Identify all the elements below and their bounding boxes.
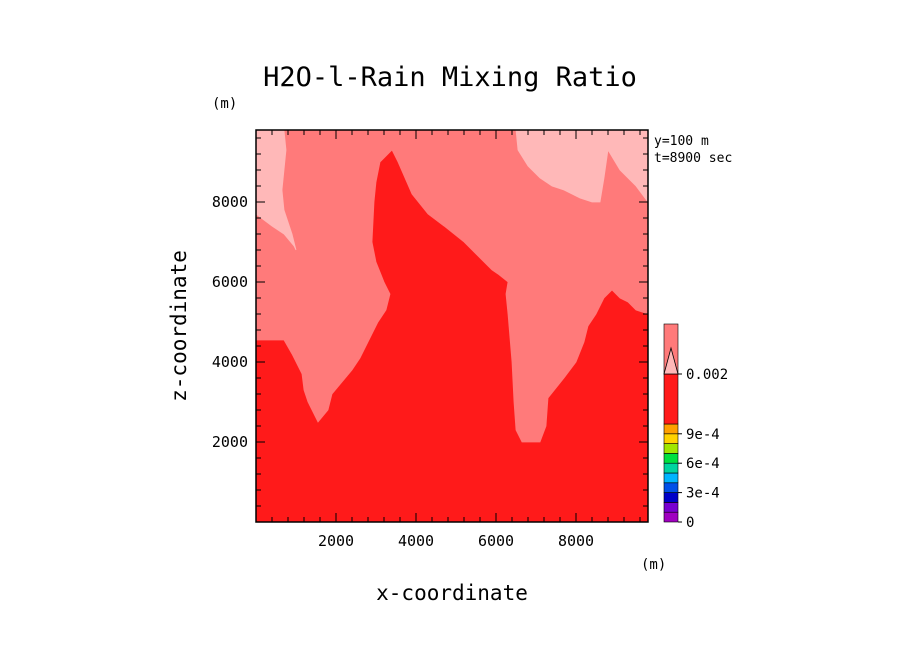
plot-frame — [255, 129, 649, 523]
colorbar-swatch — [663, 443, 679, 454]
colorbar-swatch — [663, 511, 679, 523]
chart-title: H2O-l-Rain Mixing Ratio — [263, 62, 637, 93]
colorbar-tick-label: 3e-4 — [686, 486, 720, 502]
colorbar-extend-arrow — [663, 346, 679, 375]
colorbar-swatch — [663, 433, 679, 444]
axis-ticks: 2000 4000 6000 8000 2000 4000 6000 8000 — [212, 130, 648, 550]
colorbar-swatch — [663, 482, 679, 493]
x-unit-label: (m) — [641, 557, 666, 573]
annotation-y: y=100 m — [654, 134, 709, 149]
y-unit-label: (m) — [212, 96, 237, 112]
colorbar-swatch — [663, 492, 679, 503]
x-tick-label: 2000 — [318, 532, 354, 550]
y-tick-label: 8000 — [212, 193, 248, 211]
colorbar-swatch — [663, 373, 679, 425]
colorbar: 0 3e-4 6e-4 9e-4 0.002 — [663, 323, 728, 531]
x-tick-label: 4000 — [398, 532, 434, 550]
contour-region-3 — [515, 129, 649, 204]
x-tick-label: 8000 — [558, 532, 594, 550]
y-tick-label: 4000 — [212, 353, 248, 371]
contour-region-1 — [255, 129, 649, 443]
colorbar-swatch — [663, 502, 679, 513]
annotation-t: t=8900 sec — [654, 151, 732, 166]
y-axis-label: z-coordinate — [167, 250, 191, 402]
contour-regions — [255, 129, 649, 523]
colorbar-swatch — [663, 462, 679, 474]
colorbar-swatch — [663, 472, 679, 484]
colorbar-swatch — [663, 423, 679, 435]
colorbar-swatch — [663, 453, 679, 464]
colorbar-tick-label: 0 — [686, 515, 694, 531]
colorbar-tick-label: 9e-4 — [686, 427, 720, 443]
y-tick-label: 2000 — [212, 433, 248, 451]
y-tick-label: 6000 — [212, 273, 248, 291]
x-tick-label: 6000 — [478, 532, 514, 550]
colorbar-tick-label: 0.002 — [686, 367, 728, 383]
colorbar-tick-label: 6e-4 — [686, 456, 720, 472]
x-axis-label: x-coordinate — [376, 581, 528, 605]
